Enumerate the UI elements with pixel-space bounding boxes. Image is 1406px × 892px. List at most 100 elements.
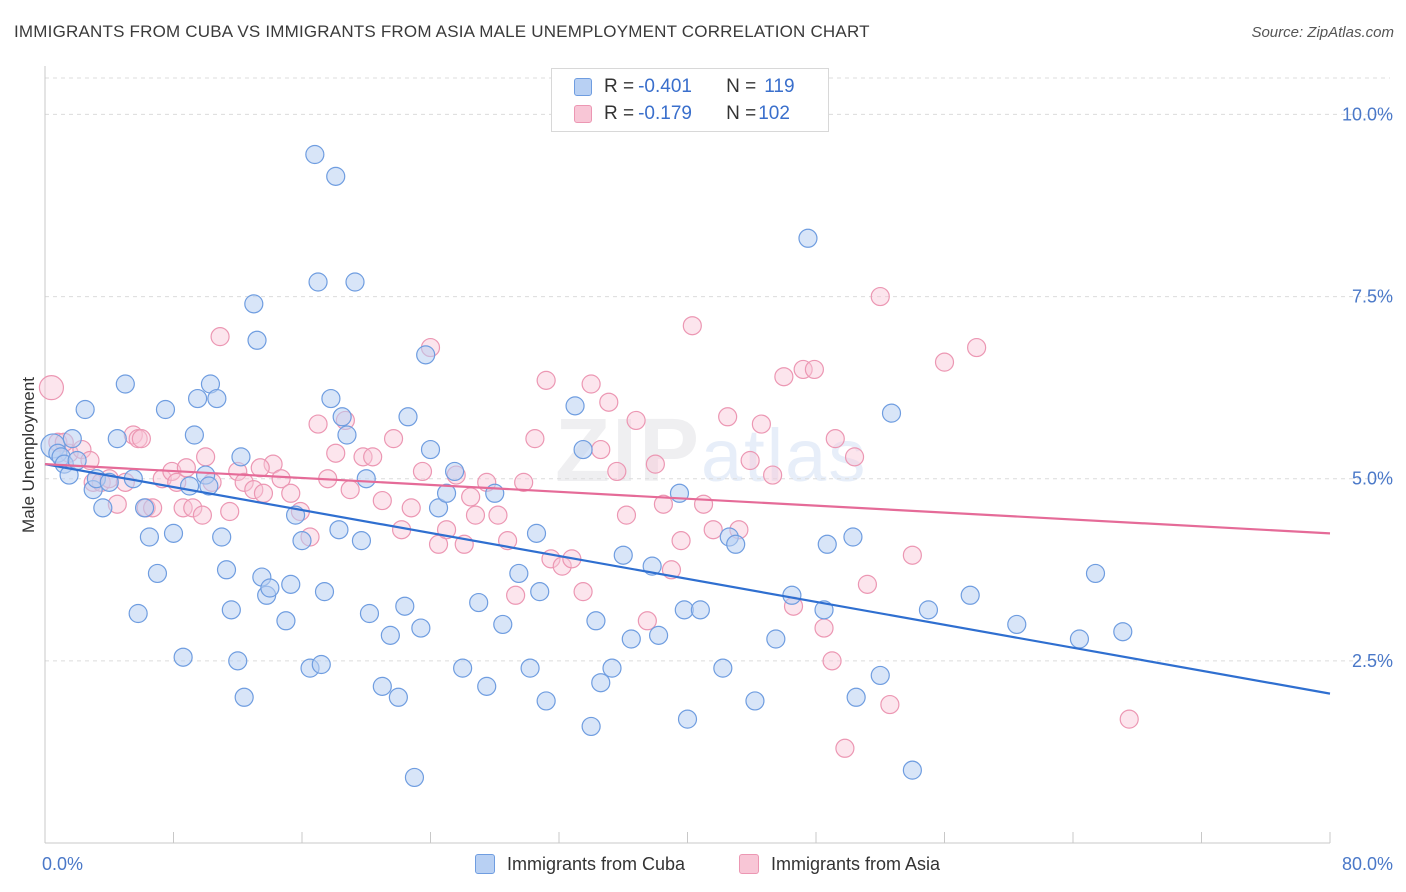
asia-point (525, 429, 545, 449)
cuba-point (207, 388, 227, 409)
asia-trend-line (44, 463, 1331, 535)
asia-point (870, 286, 890, 307)
asia-point (934, 352, 955, 372)
asia-point (220, 501, 240, 522)
cuba-point (276, 611, 296, 631)
cuba-point (345, 272, 365, 292)
asia-point (645, 454, 665, 474)
asia-point (693, 494, 714, 514)
cuba-point (231, 447, 251, 467)
cuba-n-label: N = (726, 76, 757, 97)
source-credit: Source: ZipAtlas.com (1251, 24, 1394, 41)
asia-point (383, 429, 404, 449)
asia-point (880, 694, 900, 715)
cuba-point (155, 399, 176, 420)
asia-point (616, 505, 637, 525)
asia-point (844, 447, 865, 467)
cuba-point (881, 403, 902, 423)
cuba-point (477, 676, 497, 696)
cuba-point (292, 531, 312, 551)
asia-point (573, 582, 593, 602)
cuba-point (846, 687, 866, 707)
bottom-asia-swatch (739, 854, 759, 874)
asia-point (131, 429, 151, 449)
cuba-point (139, 527, 160, 547)
asia-point (263, 454, 283, 474)
asia-point (822, 651, 842, 671)
cuba-point (134, 498, 155, 518)
asia-point (372, 490, 392, 511)
cuba-point (642, 556, 662, 576)
cuba-point (234, 687, 254, 707)
cuba-point (420, 439, 441, 460)
y-tick-label: 10.0% (1342, 104, 1393, 124)
asia-point (607, 461, 627, 482)
asia-point (718, 407, 738, 427)
asia-point (244, 480, 264, 500)
asia-swatch (574, 105, 592, 123)
cuba-point (404, 767, 425, 788)
cuba-point (536, 691, 556, 711)
cuba-point (843, 527, 863, 547)
asia-point (814, 618, 834, 638)
asia-point (253, 483, 274, 503)
cuba-point (99, 472, 119, 492)
cuba-point (586, 611, 606, 631)
cuba-point (960, 585, 980, 605)
cuba-point (436, 483, 457, 503)
cuba-point (247, 330, 267, 350)
asia-point (751, 414, 771, 434)
cuba-point (351, 531, 372, 551)
correlation-legend: R = -0.401 N = 119 R = -0.179 N = 102 (551, 68, 829, 132)
cuba-point (602, 658, 622, 678)
asia-point (340, 480, 360, 500)
cuba-point (311, 654, 331, 675)
asia-point (581, 374, 601, 394)
asia-point (488, 505, 508, 525)
cuba-swatch (574, 78, 592, 96)
cuba-point (1085, 563, 1106, 584)
cuba-point (329, 520, 349, 540)
asia-point (774, 367, 794, 387)
cuba-trend-line (44, 463, 1331, 695)
asia-point (740, 450, 760, 471)
asia-point (514, 472, 534, 492)
cuba-point (509, 563, 529, 584)
cuba-point (216, 560, 237, 580)
bottom-asia-label: Immigrants from Asia (771, 853, 941, 874)
asia-point (353, 447, 373, 467)
y-axis-label: Male Unemployment (19, 377, 38, 533)
cuba-point (573, 439, 593, 460)
asia-point (835, 738, 855, 758)
cuba-point (1113, 622, 1133, 642)
cuba-point (244, 294, 264, 314)
cuba-point (62, 429, 82, 449)
cuba-point (314, 582, 335, 602)
asia-point (763, 465, 783, 485)
asia-point (210, 327, 230, 347)
asia-point (250, 458, 270, 478)
cuba-point (428, 498, 449, 518)
y-tick-label: 5.0% (1352, 469, 1393, 489)
bottom-cuba-swatch (475, 854, 495, 874)
asia-point (363, 447, 383, 467)
cuba-point (398, 407, 418, 427)
cuba-point (469, 592, 489, 613)
asia-point (401, 498, 421, 518)
cuba-point (260, 578, 280, 598)
cuba-point (520, 658, 540, 678)
cuba-point (766, 629, 786, 649)
cuba-point (212, 527, 232, 547)
cuba-point (147, 563, 168, 584)
cuba-point (581, 716, 601, 737)
asia-point (461, 487, 481, 507)
cuba-point (326, 166, 346, 186)
chart-title: IMMIGRANTS FROM CUBA VS IMMIGRANTS FROM … (14, 22, 870, 41)
y-tick-label: 2.5% (1352, 651, 1393, 671)
cuba-point (199, 476, 219, 496)
cuba-point (621, 629, 641, 649)
cuba-point (444, 461, 465, 482)
x-tick-label-min: 0.0% (42, 854, 83, 874)
cuba-point (677, 709, 698, 729)
